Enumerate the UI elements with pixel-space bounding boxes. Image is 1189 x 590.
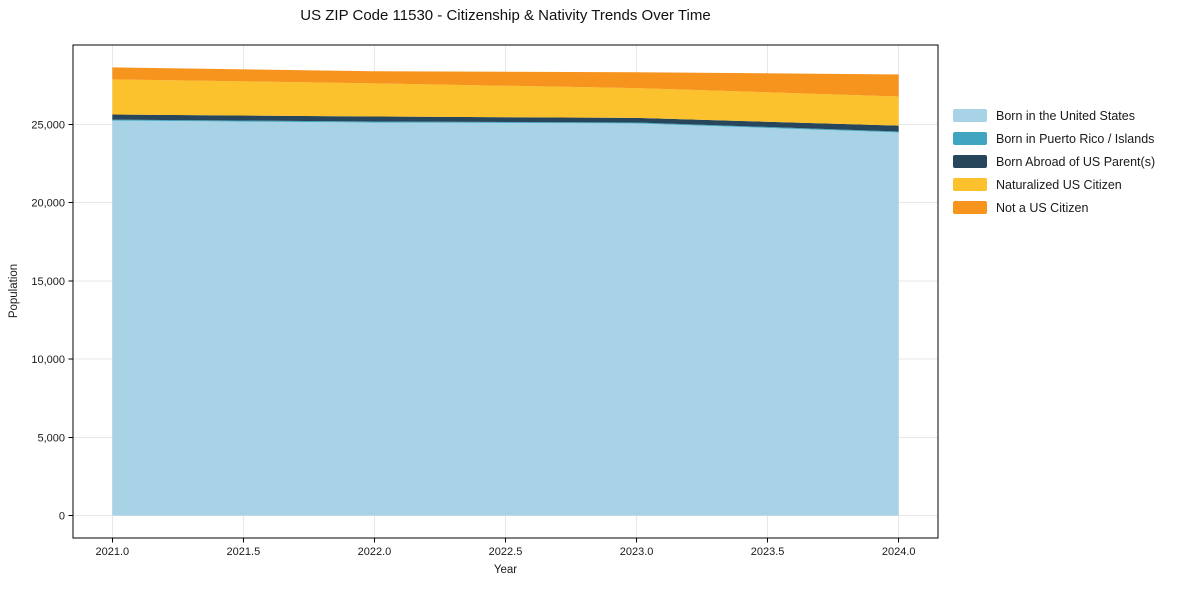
y-tick-label: 15,000 xyxy=(31,276,65,288)
y-tick-label: 0 xyxy=(59,511,65,523)
legend-row: Born in Puerto Rico / Islands xyxy=(953,127,1155,150)
legend-swatch-icon xyxy=(953,201,987,214)
chart-title: US ZIP Code 11530 - Citizenship & Nativi… xyxy=(300,7,711,24)
x-tick-label: 2021.5 xyxy=(227,546,261,558)
area-not-a-us-citizen xyxy=(112,67,899,97)
y-tick-label: 20,000 xyxy=(31,198,65,210)
legend-swatch-icon xyxy=(953,109,987,122)
legend-label: Not a US Citizen xyxy=(996,200,1089,215)
legend-label: Born in Puerto Rico / Islands xyxy=(996,131,1155,146)
x-tick-label: 2021.0 xyxy=(95,546,129,558)
area-born-abroad-of-us-parent-s- xyxy=(112,114,899,132)
legend-row: Not a US Citizen xyxy=(953,196,1155,219)
x-axis-label: Year xyxy=(493,564,518,576)
y-tick-label: 5,000 xyxy=(37,432,65,444)
legend-row: Naturalized US Citizen xyxy=(953,173,1155,196)
legend-label: Born Abroad of US Parent(s) xyxy=(996,154,1156,169)
legend-label: Naturalized US Citizen xyxy=(996,177,1122,192)
area-born-in-puerto-rico-islands xyxy=(112,119,899,133)
legend-swatch-icon xyxy=(953,178,987,191)
x-tick-label: 2023.5 xyxy=(751,546,785,558)
x-tick-label: 2024.0 xyxy=(882,546,916,558)
y-tick-label: 25,000 xyxy=(31,119,65,131)
area-naturalized-us-citizen xyxy=(112,79,899,126)
legend-row: Born in the United States xyxy=(953,104,1155,127)
legend-row: Born Abroad of US Parent(s) xyxy=(953,150,1155,173)
y-tick-label: 10,000 xyxy=(31,354,65,366)
legend-swatch-icon xyxy=(953,155,987,168)
legend: Born in the United States Born in Puerto … xyxy=(953,104,1155,219)
x-tick-label: 2023.0 xyxy=(620,546,654,558)
legend-label: Born in the United States xyxy=(996,108,1135,123)
x-tick-label: 2022.0 xyxy=(358,546,392,558)
legend-swatch-icon xyxy=(953,132,987,145)
x-tick-label: 2022.5 xyxy=(489,546,523,558)
area-born-in-the-united-states xyxy=(112,120,899,516)
